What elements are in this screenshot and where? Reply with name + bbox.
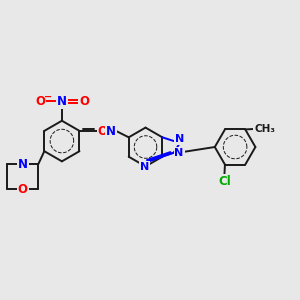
Text: O: O	[98, 125, 108, 138]
Text: O: O	[35, 95, 45, 108]
Text: O: O	[79, 95, 89, 108]
Text: CH₃: CH₃	[254, 124, 275, 134]
Text: H: H	[109, 124, 116, 133]
Text: N: N	[175, 134, 184, 144]
Text: −: −	[44, 92, 52, 101]
Text: N: N	[57, 95, 67, 108]
Text: N: N	[106, 125, 116, 138]
Text: N: N	[18, 158, 28, 170]
Text: N: N	[140, 162, 149, 172]
Text: N: N	[175, 148, 184, 158]
Text: Cl: Cl	[218, 175, 231, 188]
Text: O: O	[18, 183, 28, 196]
